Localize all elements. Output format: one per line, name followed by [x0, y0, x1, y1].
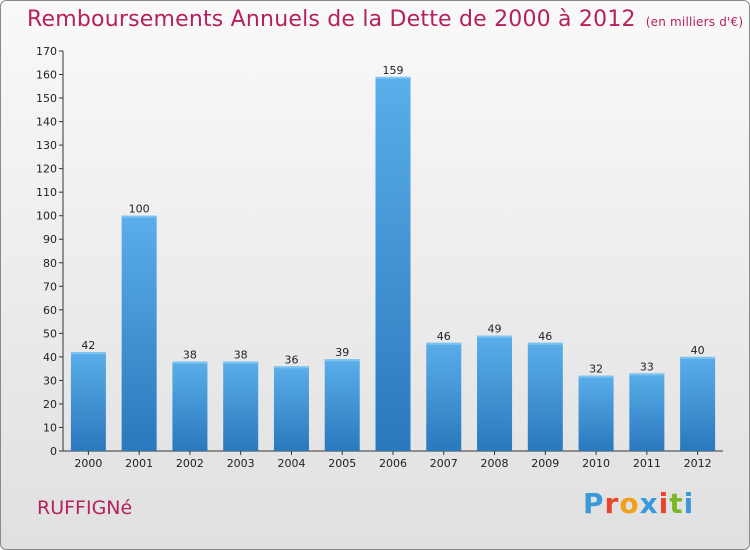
logo-letter: x: [639, 487, 659, 520]
bar-2012: [680, 356, 716, 451]
logo-letter: i: [658, 487, 670, 520]
proxiti-logo[interactable]: Proxiti: [583, 487, 694, 520]
y-tick-label: 0: [50, 445, 57, 458]
bar-top-2010: [578, 375, 614, 378]
logo-letter: i: [683, 487, 695, 520]
x-tick-label-2005: 2005: [328, 457, 356, 470]
bar-2001: [121, 215, 157, 451]
value-label-2010: 32: [589, 363, 603, 376]
value-label-2009: 46: [538, 330, 552, 343]
bar-top-2012: [680, 356, 716, 359]
y-tick-label: 30: [43, 374, 57, 387]
bar-2002: [172, 361, 208, 451]
bar-top-2008: [477, 335, 513, 338]
value-label-2007: 46: [437, 330, 451, 343]
bar-top-2007: [426, 342, 462, 345]
chart-title: Remboursements Annuels de la Dette de 20…: [27, 7, 743, 32]
y-tick-label: 130: [36, 139, 57, 152]
x-tick-label-2004: 2004: [277, 457, 305, 470]
x-tick-label-2006: 2006: [379, 457, 407, 470]
chart-subtitle: (en milliers d'€): [645, 15, 744, 29]
x-tick-label-2002: 2002: [176, 457, 204, 470]
bar-2000: [70, 352, 106, 451]
y-tick-label: 150: [36, 92, 57, 105]
x-tick-label-2003: 2003: [227, 457, 255, 470]
bar-2009: [527, 342, 563, 451]
y-tick-label: 90: [43, 233, 57, 246]
bar-top-2004: [273, 366, 309, 369]
x-tick-label-2011: 2011: [633, 457, 661, 470]
value-label-2008: 49: [488, 323, 502, 336]
bar-top-2006: [375, 76, 411, 79]
logo-letter: r: [604, 487, 620, 520]
y-tick-label: 140: [36, 116, 57, 129]
x-tick-label-2010: 2010: [582, 457, 610, 470]
value-label-2012: 40: [691, 344, 705, 357]
x-tick-label-2009: 2009: [531, 457, 559, 470]
bar-2006: [375, 76, 411, 451]
bar-top-2005: [324, 359, 360, 362]
bar-top-2009: [527, 342, 563, 345]
bar-2004: [273, 366, 309, 451]
bar-top-2002: [172, 361, 208, 364]
value-label-2000: 42: [81, 339, 95, 352]
value-label-2001: 100: [129, 203, 150, 216]
bar-2008: [477, 335, 513, 451]
y-tick-label: 10: [43, 421, 57, 434]
value-label-2005: 39: [335, 346, 349, 359]
x-tick-label-2000: 2000: [74, 457, 102, 470]
logo-letter: t: [669, 487, 684, 520]
bar-2005: [324, 359, 360, 451]
y-tick-label: 70: [43, 280, 57, 293]
y-tick-label: 120: [36, 163, 57, 176]
y-tick-label: 40: [43, 351, 57, 364]
logo-letter: o: [619, 487, 640, 520]
bar-2011: [629, 373, 665, 451]
value-label-2011: 33: [640, 360, 654, 373]
value-label-2006: 159: [383, 64, 404, 77]
bar-2010: [578, 375, 614, 451]
x-tick-label-2008: 2008: [481, 457, 509, 470]
y-tick-label: 100: [36, 210, 57, 223]
value-label-2002: 38: [183, 349, 197, 362]
chart-title-text: Remboursements Annuels de la Dette de 20…: [27, 7, 636, 32]
town-name: RUFFIGNé: [37, 497, 133, 519]
y-tick-label: 110: [36, 186, 57, 199]
value-label-2003: 38: [234, 349, 248, 362]
bar-top-2011: [629, 373, 665, 376]
x-tick-label-2012: 2012: [684, 457, 712, 470]
y-tick-label: 60: [43, 304, 57, 317]
y-axis: 0 10 20 30 40 50 60 70 80 90 100 110 120 130 140 150 160…: [36, 45, 64, 458]
logo-letter: P: [583, 487, 605, 520]
y-tick-label: 20: [43, 398, 57, 411]
bar-2007: [426, 342, 462, 451]
y-tick-label: 50: [43, 327, 57, 340]
value-label-2004: 36: [284, 353, 298, 366]
x-axis: 2000 2001 2002 2003 2004 2005 2006 2007 2008 2009…: [63, 450, 723, 470]
x-tick-label-2007: 2007: [430, 457, 458, 470]
y-tick-label: 170: [36, 45, 57, 58]
y-tick-label: 160: [36, 69, 57, 82]
bar-top-2001: [121, 215, 157, 218]
bar-2003: [223, 361, 259, 451]
y-tick-label: 80: [43, 257, 57, 270]
x-tick-label-2001: 2001: [125, 457, 153, 470]
bars-group: 42 100 38 38 36 39 159 46 49 46 32 33 40: [70, 64, 716, 451]
bar-top-2000: [70, 352, 106, 355]
bar-top-2003: [223, 361, 259, 364]
